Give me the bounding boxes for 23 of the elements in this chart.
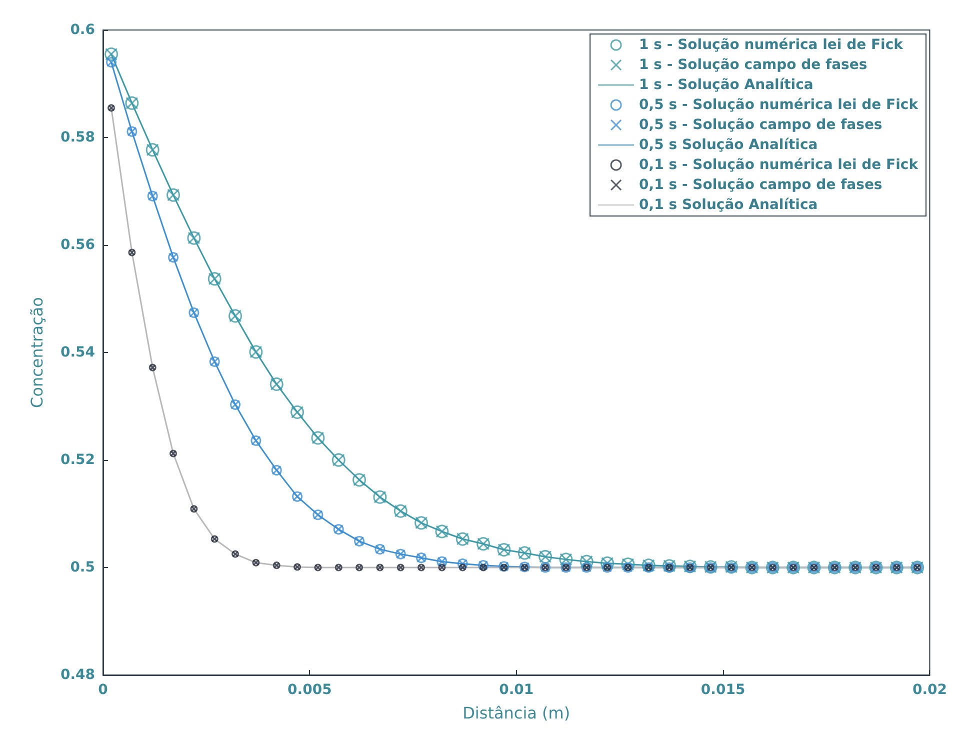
legend-label: 0,5 s - Solução numérica lei de Fick xyxy=(639,97,919,113)
x-tick-label: 0.005 xyxy=(288,682,332,698)
x-tick-label: 0.02 xyxy=(912,682,947,698)
legend-label: 0,5 s - Solução campo de fases xyxy=(639,117,882,133)
y-tick-label: 0.58 xyxy=(60,130,95,146)
x-axis-title: Distância (m) xyxy=(462,704,570,722)
legend-label: 1 s - Solução campo de fases xyxy=(639,57,868,73)
legend-label: 0,1 s Solução Analítica xyxy=(639,197,818,213)
x-tick-label: 0 xyxy=(98,682,108,698)
x-tick-label: 0.015 xyxy=(700,682,746,698)
legend-label: 0,1 s - Solução numérica lei de Fick xyxy=(639,157,919,173)
legend-label: 1 s - Solução Analítica xyxy=(639,77,814,93)
y-tick-label: 0.52 xyxy=(60,452,95,468)
legend-label: 0,1 s - Solução campo de fases xyxy=(639,177,882,193)
y-tick-label: 0.5 xyxy=(70,560,95,576)
y-tick-label: 0.54 xyxy=(60,344,96,360)
y-axis-title: Concentração xyxy=(28,297,46,408)
y-tick-label: 0.6 xyxy=(70,22,95,38)
y-tick-label: 0.56 xyxy=(60,237,95,253)
legend-label: 0,5 s Solução Analítica xyxy=(639,137,818,153)
x-tick-label: 0.01 xyxy=(499,682,534,698)
y-tick-label: 0.48 xyxy=(60,667,95,683)
legend-label: 1 s - Solução numérica lei de Fick xyxy=(639,37,904,53)
